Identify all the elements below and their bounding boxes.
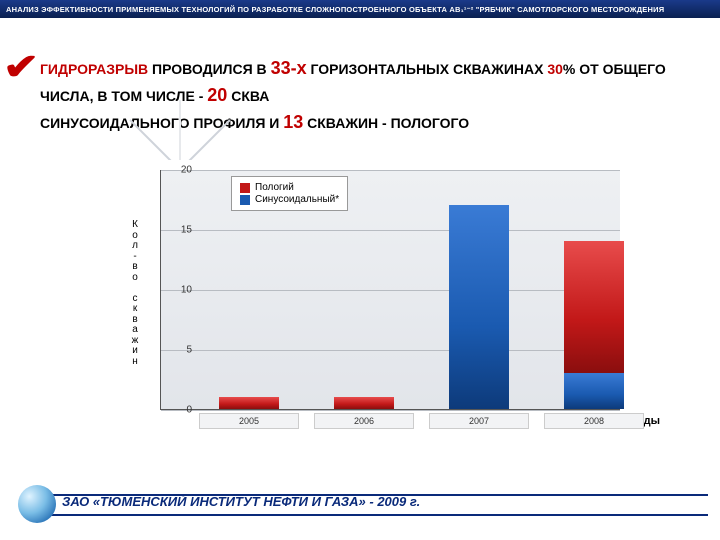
x-tick-label: 2005 <box>199 413 299 429</box>
legend-row: Пологий <box>240 182 339 193</box>
gridline <box>161 170 620 171</box>
legend-swatch-red <box>240 183 250 193</box>
bar-segment <box>219 397 279 409</box>
gridline <box>161 230 620 231</box>
legend-label: Синусоидальный* <box>255 194 339 205</box>
hl-hydro: ГИДРОРАЗРЫВ <box>40 61 148 77</box>
y-tick-label: 5 <box>186 345 192 356</box>
x-tick-label: 2007 <box>429 413 529 429</box>
y-tick-label: 0 <box>186 405 192 416</box>
chart-area: Пологий Синусоидальный* Годы 20052006200… <box>100 160 660 460</box>
bar-segment <box>449 205 509 409</box>
chart-legend: Пологий Синусоидальный* <box>231 176 348 211</box>
y-tick-label: 20 <box>181 165 192 176</box>
footer-text: ЗАО «ТЮМЕНСКИЙ ИНСТИТУТ НЕФТИ И ГАЗА» - … <box>62 494 420 509</box>
legend-row: Синусоидальный* <box>240 194 339 205</box>
gridline <box>161 290 620 291</box>
legend-label: Пологий <box>255 182 294 193</box>
footer-rule-bottom <box>40 514 708 516</box>
header-bar: АНАЛИЗ ЭФФЕКТИВНОСТИ ПРИМЕНЯЕМЫХ ТЕХНОЛО… <box>0 0 720 18</box>
checkmark-icon: ✔ <box>3 46 39 88</box>
y-tick-label: 10 <box>181 285 192 296</box>
globe-icon <box>18 485 56 523</box>
gridline <box>161 410 620 411</box>
bar-segment <box>564 373 624 409</box>
footer: ЗАО «ТЮМЕНСКИЙ ИНСТИТУТ НЕФТИ И ГАЗА» - … <box>0 490 720 518</box>
x-tick-label: 2006 <box>314 413 414 429</box>
gridline <box>161 350 620 351</box>
y-tick-label: 15 <box>181 225 192 236</box>
bar-segment <box>564 241 624 373</box>
y-axis-title: К о л - в о с к в а ж и н <box>130 220 140 367</box>
x-tick-label: 2008 <box>544 413 644 429</box>
header-title: АНАЛИЗ ЭФФЕКТИВНОСТИ ПРИМЕНЯЕМЫХ ТЕХНОЛО… <box>6 5 664 14</box>
legend-swatch-blue <box>240 195 250 205</box>
plot-area: Пологий Синусоидальный* Годы 20052006200… <box>160 170 620 410</box>
bar-segment <box>334 397 394 409</box>
